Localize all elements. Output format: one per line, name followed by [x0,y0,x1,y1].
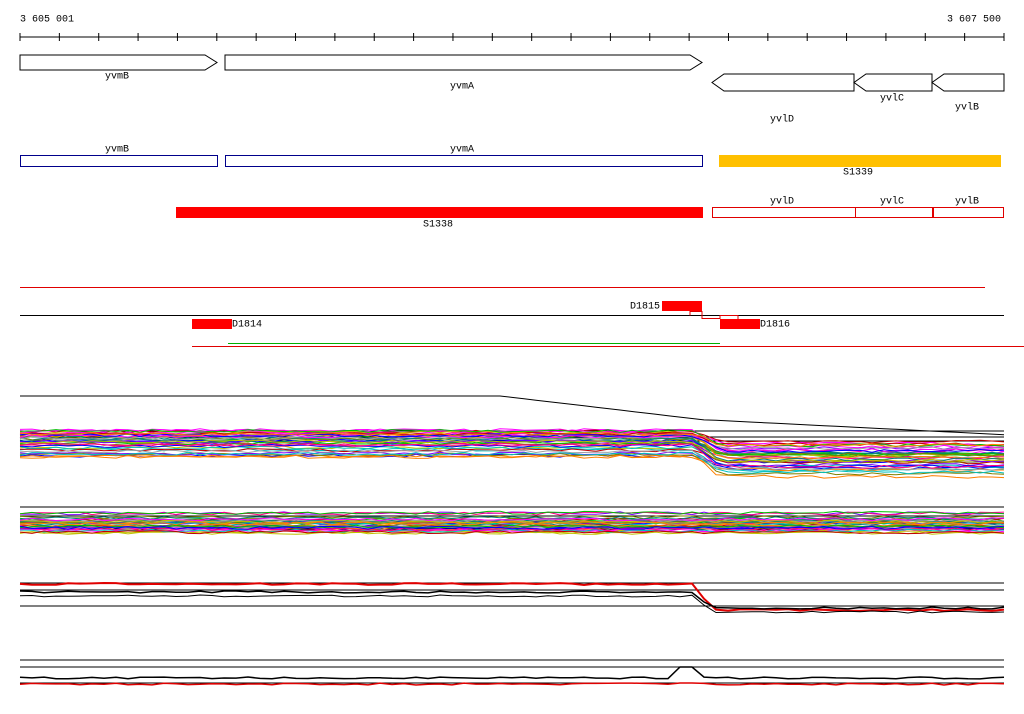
deletion-label: D1814 [232,320,262,331]
expression-line [19,521,1005,526]
ruler-start: 3 605 001 [20,15,74,26]
expression-line [19,530,1005,535]
red-box [855,207,933,218]
gene-label: yvlC [880,93,904,105]
red-box-label: yvlD [770,196,794,208]
transcript-label: yvmA [450,145,474,156]
expression-line [19,682,1005,686]
deletion-label: D1816 [760,320,790,331]
transcript-label: yvmB [105,145,129,156]
gene-arrow [711,73,855,92]
deletion-box [720,319,760,329]
expression-line [20,395,1005,436]
segment-box [176,207,703,218]
red-box [712,207,856,218]
expression-line [19,524,1005,529]
red-box [933,207,1004,218]
gene-label: yvlB [955,102,979,114]
expression-line [19,590,1005,610]
ruler-ticks [19,33,1005,41]
expression-line [19,581,1005,612]
expression-line [19,666,1005,680]
red-box-label: yvlB [955,196,979,208]
expression-line [19,525,1005,530]
transcript-box [225,155,703,167]
segment-label: S1338 [423,220,453,231]
gene-arrow [931,73,1005,92]
gene-label: yvmA [450,82,474,93]
expression-line [19,510,1005,515]
gene-arrows [19,54,1005,92]
deletion-box [192,319,232,329]
gene-arrow [853,73,933,92]
expression-line [20,439,1005,463]
red-boxes [712,207,1004,218]
ruler-end: 3 607 500 [947,15,1001,26]
expression-line [19,511,1005,516]
expression-line [19,442,1005,469]
expression-line [19,428,1005,446]
expression-line [19,515,1005,521]
expression-line [19,431,1005,447]
red-box-label: yvlC [880,196,904,208]
deletion-label: D1815 [630,302,660,313]
expression-line [19,454,1005,472]
expression-line [19,594,1005,614]
gene-label: yvmB [105,72,129,83]
step-line [689,311,739,319]
expression-panels [19,395,1005,686]
gene-arrow [224,54,703,71]
transcript-box [20,155,218,167]
segment-label: S1339 [843,168,873,179]
expression-line [19,451,1005,475]
gene-arrow [19,54,218,71]
expression-line [19,449,1005,471]
segment-box [719,155,1001,167]
expression-line [19,435,1005,451]
expression-line [19,431,1005,449]
deletion-box [662,301,702,311]
expression-line [19,524,1005,529]
gene-label: yvlD [770,114,794,126]
expression-line [19,517,1005,522]
